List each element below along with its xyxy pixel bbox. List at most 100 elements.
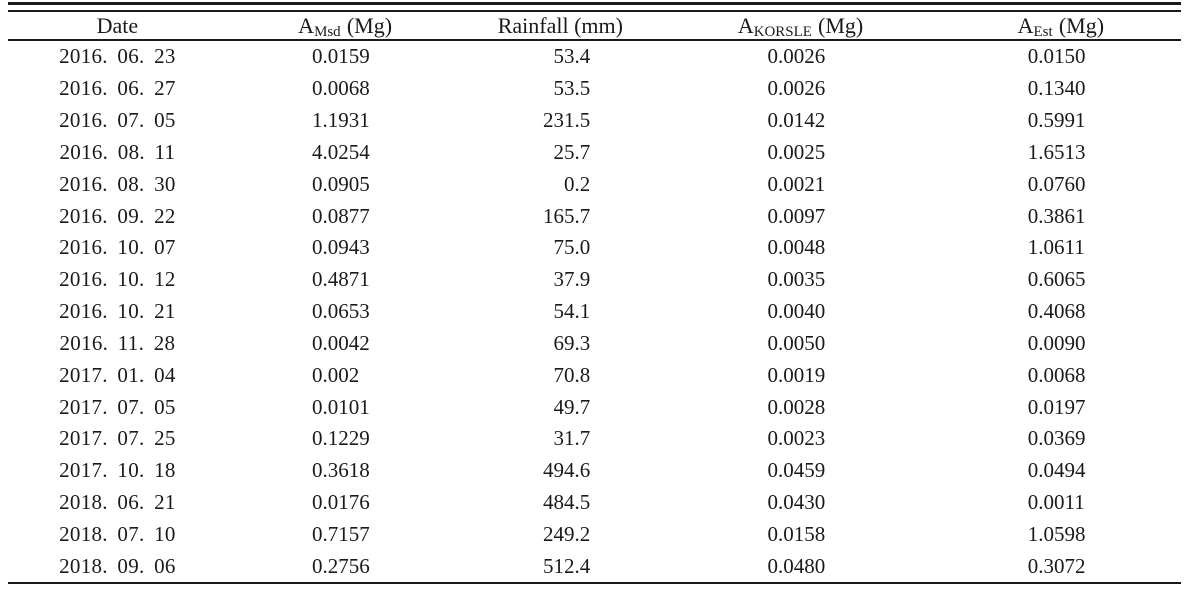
date-value: 2016. 10. 21 xyxy=(59,299,176,324)
date-cell: 2017. 07. 25 xyxy=(0,426,235,451)
table-row: 2017. 01. 04 0.002 70.8 0.0019 0.0068 xyxy=(0,359,1186,391)
rainfall-value: 53.5 xyxy=(553,76,591,101)
rainfall-cell: 231.5 xyxy=(455,108,665,133)
date-value: 2016. 07. 05 xyxy=(59,108,176,133)
a-est-cell: 0.3072 xyxy=(936,554,1186,579)
date-cell: 2017. 07. 05 xyxy=(0,395,235,420)
a-msd-value: 0.1229 xyxy=(312,426,370,451)
table-row: 2017. 10. 18 0.3618 494.6 0.0459 0.0494 xyxy=(0,455,1186,487)
header-unit: (Mg) xyxy=(818,12,864,38)
date-cell: 2016. 11. 28 xyxy=(0,331,235,356)
rainfall-cell: 512.4 xyxy=(455,554,665,579)
a-est-value: 0.6065 xyxy=(1027,267,1086,292)
header-symbol-base: A xyxy=(298,12,315,38)
table-row: 2017. 07. 05 0.0101 49.7 0.0028 0.0197 xyxy=(0,391,1186,423)
a-korsle-value: 0.0035 xyxy=(767,267,826,292)
date-cell: 2016. 08. 11 xyxy=(0,140,235,165)
header-symbol-subscript: Msd xyxy=(314,23,341,40)
table-row: 2016. 08. 30 0.0905 0.2 0.0021 0.0760 xyxy=(0,168,1186,200)
rainfall-cell: 70.8 xyxy=(455,363,665,388)
a-msd-value: 0.4871 xyxy=(312,267,370,292)
date-value: 2016. 08. 11 xyxy=(59,139,176,164)
table-row: 2018. 06. 21 0.0176 484.5 0.0430 0.0011 xyxy=(0,487,1186,519)
table-top-rule-thick xyxy=(8,2,1181,5)
rainfall-value: 70.8 xyxy=(553,362,591,387)
a-korsle-cell: 0.0021 xyxy=(665,172,935,197)
a-est-value: 0.1340 xyxy=(1027,76,1086,101)
rainfall-value: 484.5 xyxy=(543,490,591,514)
a-est-cell: 0.5991 xyxy=(936,108,1186,133)
a-msd-value: 0.0176 xyxy=(312,490,370,514)
table-row: 2016. 10. 07 0.0943 75.0 0.0048 1.0611 xyxy=(0,232,1186,264)
a-msd-value: 0.0101 xyxy=(312,394,370,419)
a-msd-cell: 0.1229 xyxy=(235,426,456,451)
a-msd-cell: 0.0042 xyxy=(235,331,456,356)
date-value: 2016. 11. 28 xyxy=(59,330,176,355)
a-msd-cell: 0.002 xyxy=(235,363,456,388)
rainfall-value: 0.2 xyxy=(564,171,591,196)
a-est-value: 0.0369 xyxy=(1027,426,1086,451)
rainfall-cell: 484.5 xyxy=(455,490,665,515)
a-msd-cell: 0.0159 xyxy=(235,44,456,69)
a-est-value: 0.0494 xyxy=(1027,458,1086,483)
a-msd-cell: 0.3618 xyxy=(235,458,456,483)
a-est-value: 1.0611 xyxy=(1027,235,1085,260)
a-est-cell: 1.0611 xyxy=(936,235,1186,260)
date-value: 2016. 08. 30 xyxy=(59,171,176,196)
date-cell: 2016. 06. 27 xyxy=(0,76,235,101)
table-top-rule-thin xyxy=(8,10,1181,12)
rainfall-cell: 249.2 xyxy=(455,522,665,547)
a-est-value: 0.3072 xyxy=(1027,553,1086,578)
a-msd-cell: 0.0176 xyxy=(235,490,456,515)
column-header-rainfall: Rainfall (mm) xyxy=(497,12,623,38)
rainfall-value: 165.7 xyxy=(543,203,591,228)
a-korsle-value: 0.0459 xyxy=(767,458,826,483)
a-est-value: 0.3861 xyxy=(1027,203,1086,228)
header-unit: (Mg) xyxy=(346,12,393,38)
a-korsle-cell: 0.0097 xyxy=(665,204,935,229)
a-msd-value: 0.0943 xyxy=(312,235,370,260)
column-header-a-msd: AMsd (Mg) xyxy=(235,12,456,40)
a-est-value: 0.0150 xyxy=(1027,44,1086,69)
a-est-value: 1.0598 xyxy=(1027,521,1086,546)
date-cell: 2016. 09. 22 xyxy=(0,204,235,229)
date-value: 2016. 10. 07 xyxy=(59,235,176,260)
a-korsle-cell: 0.0026 xyxy=(665,44,935,69)
a-msd-cell: 0.0653 xyxy=(235,299,456,324)
a-est-cell: 0.1340 xyxy=(936,76,1186,101)
a-est-cell: 0.3861 xyxy=(936,204,1186,229)
a-korsle-value: 0.0480 xyxy=(767,553,826,578)
rainfall-cell: 0.2 xyxy=(455,172,665,197)
rainfall-value: 37.9 xyxy=(553,267,591,292)
table-row: 2016. 08. 11 4.0254 25.7 0.0025 1.6513 xyxy=(0,136,1186,168)
table-header-row: Date AMsd (Mg) Rainfall (mm) AKORSLE (Mg) … xyxy=(0,12,1186,40)
a-est-cell: 0.0760 xyxy=(936,172,1186,197)
rainfall-cell: 53.4 xyxy=(455,44,665,69)
table-row: 2016. 06. 27 0.0068 53.5 0.0026 0.1340 xyxy=(0,73,1186,105)
a-msd-value: 1.1931 xyxy=(312,108,370,133)
a-korsle-value: 0.0048 xyxy=(767,235,826,260)
table-row: 2018. 07. 10 0.7157 249.2 0.0158 1.0598 xyxy=(0,518,1186,550)
date-cell: 2016. 07. 05 xyxy=(0,108,235,133)
a-korsle-value: 0.0026 xyxy=(767,44,826,69)
a-est-value: 1.6513 xyxy=(1027,139,1086,164)
a-msd-cell: 0.0943 xyxy=(235,235,456,260)
a-korsle-value: 0.0142 xyxy=(767,108,826,133)
header-symbol-subscript: Est xyxy=(1033,23,1053,40)
a-korsle-value: 0.0158 xyxy=(767,521,826,546)
date-value: 2017. 01. 04 xyxy=(59,362,176,387)
a-msd-value: 0.7157 xyxy=(312,521,370,546)
a-msd-cell: 0.0905 xyxy=(235,172,456,197)
a-korsle-value: 0.0050 xyxy=(767,330,826,355)
table-row: 2016. 07. 05 1.1931 231.5 0.0142 0.5991 xyxy=(0,105,1186,137)
a-korsle-cell: 0.0025 xyxy=(665,140,935,165)
header-symbol-base: A xyxy=(737,12,754,38)
date-value: 2017. 07. 25 xyxy=(59,426,176,451)
a-est-value: 0.0197 xyxy=(1027,394,1086,419)
a-korsle-value: 0.0430 xyxy=(767,490,826,514)
rainfall-value: 54.1 xyxy=(553,299,591,324)
a-korsle-value: 0.0025 xyxy=(767,139,826,164)
a-msd-cell: 0.0101 xyxy=(235,395,456,420)
date-value: 2016. 06. 23 xyxy=(59,44,176,69)
